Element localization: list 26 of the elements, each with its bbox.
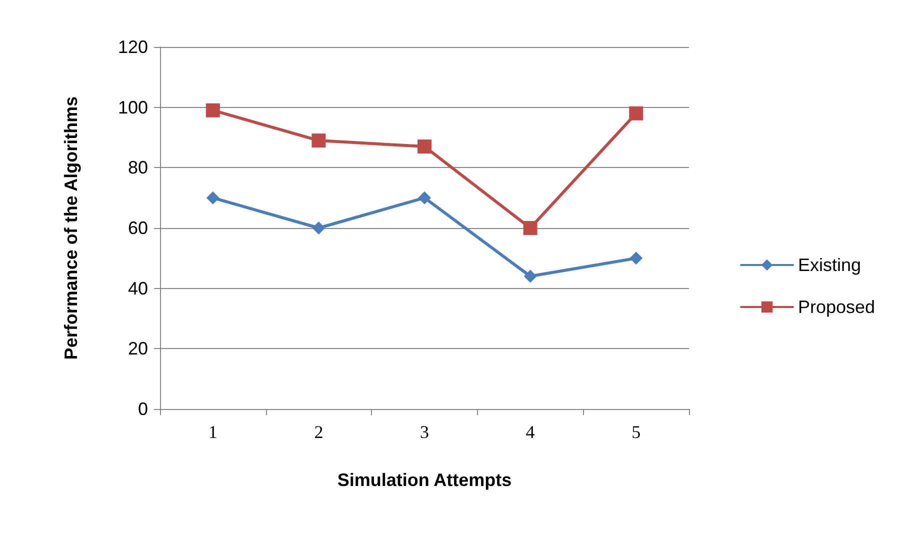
y-tick-label: 120 xyxy=(118,37,148,57)
point xyxy=(630,252,643,265)
y-tick-label: 0 xyxy=(138,399,148,419)
x-tick-label: 2 xyxy=(314,422,324,442)
y-tick-label: 40 xyxy=(128,278,148,298)
y-axis-title: Performance of the Algorithms xyxy=(61,96,81,360)
x-tick-label: 1 xyxy=(208,422,218,442)
point xyxy=(418,140,432,154)
y-tick-label: 80 xyxy=(128,158,148,178)
x-tick-label: 3 xyxy=(420,422,429,442)
point xyxy=(418,191,431,204)
point xyxy=(629,106,644,120)
y-tick-label: 100 xyxy=(118,97,148,118)
legend-label: Existing xyxy=(798,255,862,275)
x-tick-label: 5 xyxy=(632,422,641,442)
y-tick-label: 60 xyxy=(128,218,148,238)
point xyxy=(524,270,537,283)
x-tick-label: 4 xyxy=(526,422,535,442)
y-tick-label: 20 xyxy=(128,338,148,359)
point xyxy=(206,191,220,204)
point xyxy=(312,222,326,234)
point xyxy=(206,103,220,118)
point xyxy=(312,134,326,148)
point xyxy=(523,221,538,235)
legend-label: Proposed xyxy=(798,297,876,317)
x-axis-title: Simulation Attempts xyxy=(337,470,512,490)
